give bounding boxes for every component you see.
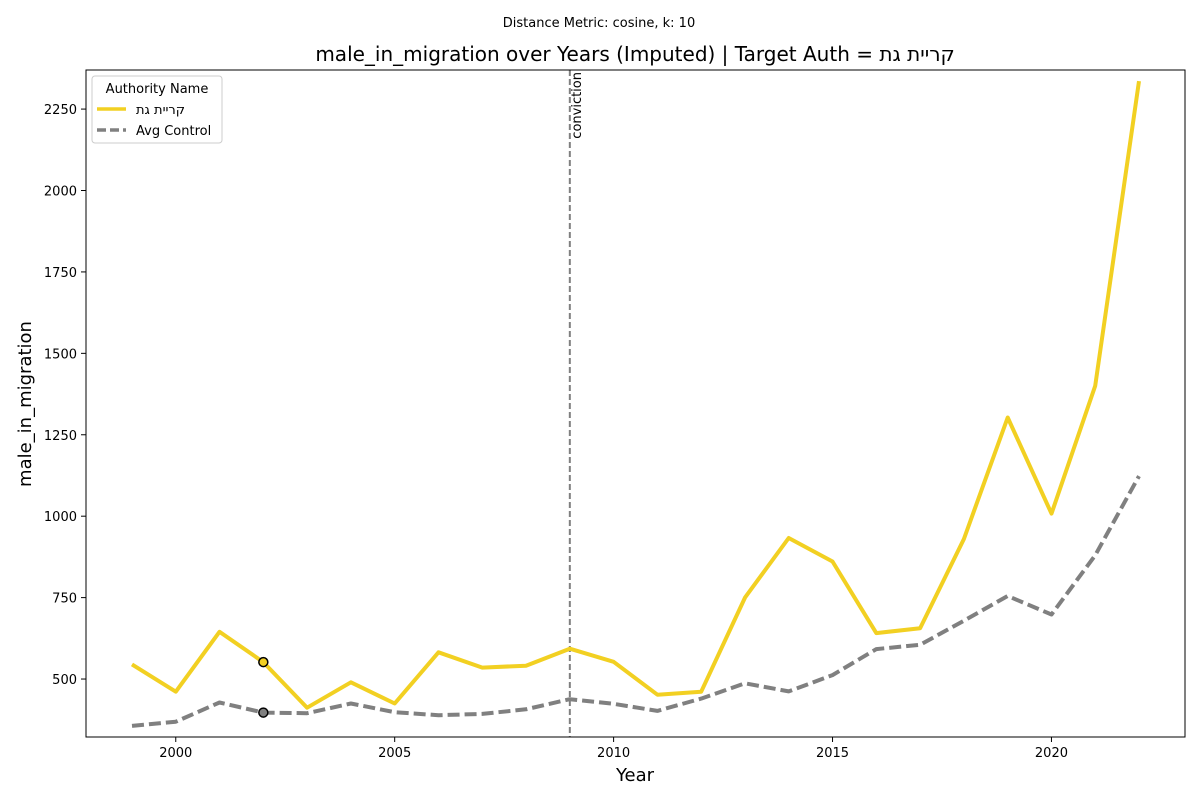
plot-frame bbox=[85, 69, 1186, 738]
y-tick-label: 1500 bbox=[44, 347, 77, 362]
data-point bbox=[743, 596, 747, 600]
data-point bbox=[218, 630, 222, 634]
data-point bbox=[1137, 79, 1141, 83]
x-axis-label: Year bbox=[615, 765, 655, 786]
data-point bbox=[305, 706, 309, 710]
data-point bbox=[874, 631, 878, 635]
data-point bbox=[436, 650, 440, 654]
data-point bbox=[349, 680, 353, 684]
data-point bbox=[1093, 553, 1097, 557]
legend: Authority Name קריית גת Avg Control bbox=[91, 75, 223, 144]
data-point bbox=[524, 707, 528, 711]
y-tick-label: 1250 bbox=[44, 429, 77, 444]
legend-label-target: קריית גת bbox=[136, 103, 185, 118]
data-point bbox=[480, 712, 484, 716]
data-point bbox=[787, 689, 791, 693]
data-point bbox=[612, 702, 616, 706]
annotation-layer: conviction bbox=[568, 70, 585, 737]
data-point bbox=[130, 662, 134, 666]
data-point bbox=[831, 673, 835, 677]
series-layer bbox=[130, 79, 1141, 728]
imputed-marker-target bbox=[258, 656, 269, 668]
legend-box bbox=[91, 75, 223, 144]
data-point bbox=[480, 666, 484, 670]
data-point bbox=[743, 681, 747, 685]
x-tick-label: 2005 bbox=[378, 746, 411, 761]
data-point bbox=[524, 664, 528, 668]
x-tick-label: 2010 bbox=[597, 746, 630, 761]
y-tick-label: 500 bbox=[52, 673, 77, 688]
data-point bbox=[918, 643, 922, 647]
legend-title: Authority Name bbox=[106, 82, 209, 97]
plot-area bbox=[86, 70, 1185, 737]
imputed-marker-layer bbox=[258, 656, 269, 718]
data-point bbox=[612, 660, 616, 664]
data-point bbox=[393, 701, 397, 705]
chart-suptitle: Distance Metric: cosine, k: 10 bbox=[503, 16, 695, 31]
data-point bbox=[130, 724, 134, 728]
data-point bbox=[874, 647, 878, 651]
data-point bbox=[655, 693, 659, 697]
data-point bbox=[436, 713, 440, 717]
x-tick-label: 2015 bbox=[816, 746, 849, 761]
data-point bbox=[1006, 594, 1010, 598]
data-point bbox=[699, 690, 703, 694]
y-tick-label: 1750 bbox=[44, 266, 77, 281]
data-point bbox=[655, 709, 659, 713]
data-point bbox=[1006, 416, 1010, 420]
data-point bbox=[918, 626, 922, 630]
y-axis-label: male_in_migration bbox=[15, 321, 36, 487]
data-point bbox=[1093, 384, 1097, 388]
data-point bbox=[174, 690, 178, 694]
data-point bbox=[393, 710, 397, 714]
imputed-marker-control bbox=[258, 707, 269, 718]
data-point bbox=[1137, 474, 1141, 478]
data-point bbox=[831, 559, 835, 563]
y-tick-label: 2250 bbox=[44, 103, 77, 118]
data-point bbox=[218, 700, 222, 704]
data-point bbox=[349, 701, 353, 705]
data-point bbox=[1049, 613, 1053, 617]
data-point bbox=[962, 537, 966, 541]
vline-label: conviction bbox=[570, 72, 585, 139]
series-line-avg-control bbox=[131, 475, 1141, 728]
data-point bbox=[568, 697, 572, 701]
data-point bbox=[568, 647, 572, 651]
x-tick-label: 2020 bbox=[1035, 746, 1068, 761]
legend-label-control: Avg Control bbox=[136, 124, 211, 139]
series-line-target bbox=[130, 80, 1141, 710]
data-point bbox=[699, 697, 703, 701]
data-point bbox=[305, 711, 309, 715]
y-tick-label: 750 bbox=[52, 592, 77, 607]
data-point bbox=[962, 619, 966, 623]
data-point bbox=[787, 536, 791, 540]
x-tick-label: 2000 bbox=[159, 746, 192, 761]
chart-title: male_in_migration over Years (Imputed) |… bbox=[315, 42, 954, 66]
data-point bbox=[174, 720, 178, 724]
data-point bbox=[1049, 512, 1053, 516]
y-tick-label: 2000 bbox=[44, 185, 77, 200]
ticks-layer: 2000 2005 2010 2015 2020 500 750 1000 1250 1500 17… bbox=[44, 103, 1068, 761]
y-tick-label: 1000 bbox=[44, 510, 77, 525]
